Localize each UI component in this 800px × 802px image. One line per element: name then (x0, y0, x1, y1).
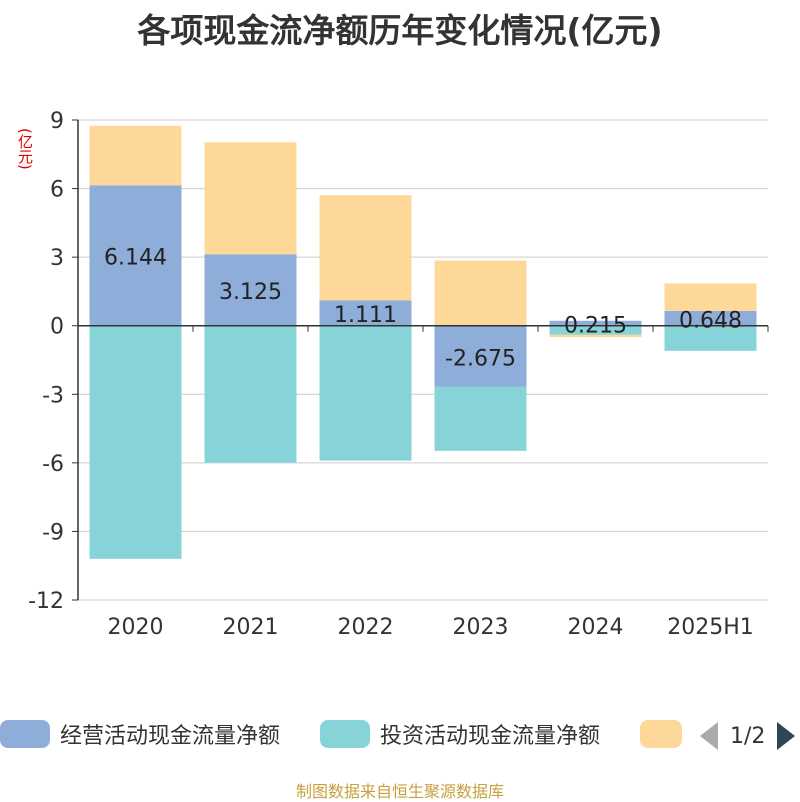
x-tick-label: 2020 (108, 615, 164, 640)
y-tick-label: 9 (50, 109, 64, 134)
x-tick-label: 2023 (453, 615, 509, 640)
x-tick-label: 2024 (568, 615, 624, 640)
bar-operating-2024 (549, 320, 642, 326)
bar-financing-2025H1 (664, 283, 757, 311)
y-tick-label: 6 (50, 178, 64, 203)
legend: 经营活动现金流量净额 投资活动现金流量净额 1/2 (0, 718, 800, 752)
bar-financing-2024 (549, 334, 642, 338)
bar-investing-2025H1 (664, 325, 757, 351)
bar-investing-2024 (549, 325, 642, 335)
chart-title: 各项现金流净额历年变化情况(亿元) (137, 11, 663, 50)
y-tick-label: -3 (42, 383, 64, 408)
legend-prev-page-icon[interactable] (700, 722, 718, 750)
legend-swatch-operating (0, 720, 50, 748)
x-tick-label: 2022 (338, 615, 394, 640)
bar-operating-2023 (434, 325, 527, 387)
legend-item-investing[interactable]: 投资活动现金流量净额 (320, 718, 600, 750)
legend-swatch-financing (640, 720, 682, 748)
legend-label-operating: 经营活动现金流量净额 (60, 724, 281, 749)
x-tick-label: 2021 (223, 615, 279, 640)
data-label-operating: 0.648 (679, 308, 742, 333)
bar-financing-2020 (89, 125, 182, 186)
data-label-operating: 0.215 (564, 313, 627, 338)
bar-investing-2020 (89, 325, 182, 559)
bar-operating-2021 (204, 254, 297, 326)
data-source-note: 制图数据来自恒生聚源数据库 (295, 782, 504, 801)
bar-operating-2025H1 (664, 310, 757, 326)
bar-financing-2023 (434, 260, 527, 326)
legend-item-operating[interactable]: 经营活动现金流量净额 (0, 718, 280, 750)
y-tick-label: -12 (28, 589, 64, 614)
data-label-operating: 1.111 (334, 303, 397, 328)
legend-next-page-icon[interactable] (777, 722, 796, 750)
legend-label-investing: 投资活动现金流量净额 (380, 724, 601, 749)
bar-investing-2023 (434, 386, 527, 451)
stacked-bar-chart: 9 6 3 0 -3 -6 -9 -12 2020 2021 2022 2023 2024 2025H1 6… (28, 109, 769, 640)
bar-operating-2020 (89, 185, 182, 326)
legend-pager: 1/2 (700, 722, 796, 750)
y-axis-unit-label: (亿元) (16, 128, 34, 170)
bar-financing-2021 (204, 142, 297, 255)
y-tick-label: 0 (50, 315, 64, 340)
data-label-operating: -2.675 (445, 346, 516, 371)
data-label-operating: 6.144 (104, 245, 167, 270)
bar-financing-2022 (319, 195, 412, 301)
bar-operating-2022 (319, 300, 412, 326)
bar-investing-2021 (204, 325, 297, 463)
data-label-operating: 3.125 (219, 280, 282, 305)
legend-item-financing[interactable] (640, 718, 682, 750)
y-tick-label: -6 (42, 452, 64, 477)
legend-swatch-investing (320, 720, 370, 748)
x-tick-label: 2025H1 (667, 615, 754, 640)
y-tick-label: -9 (42, 520, 64, 545)
y-tick-label: 3 (50, 246, 64, 271)
legend-page-indicator: 1/2 (730, 723, 766, 749)
bar-investing-2022 (319, 325, 412, 461)
